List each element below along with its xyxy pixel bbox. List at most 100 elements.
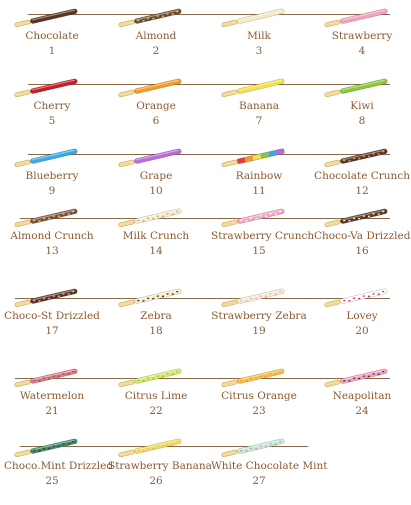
flavor-number: 19 — [252, 325, 266, 337]
flavor-number: 10 — [149, 185, 163, 197]
flavor-name: Almond — [135, 30, 177, 42]
flavor-name: Strawberry — [331, 30, 393, 42]
flavor-number: 22 — [149, 405, 163, 417]
flavor-name: Cherry — [33, 100, 71, 112]
flavor-number: 1 — [48, 45, 56, 57]
flavor-number: 24 — [355, 405, 369, 417]
pocky-stick-icon — [221, 288, 285, 308]
shelf-line — [15, 378, 390, 379]
flavor-name: Lovey — [346, 310, 378, 322]
flavor-name: Strawberry Banana — [108, 460, 212, 472]
flavor-number: 18 — [149, 325, 163, 337]
pocky-stick-icon — [14, 438, 78, 458]
pocky-stick-icon — [324, 8, 388, 28]
flavor-name: Rainbow — [235, 170, 283, 182]
flavor-number: 13 — [45, 245, 59, 257]
flavor-name: Strawberry Zebra — [211, 310, 307, 322]
pocky-stick-icon — [118, 368, 182, 388]
shelf-line — [20, 218, 390, 219]
flavor-item: Orange 6 — [108, 78, 204, 144]
flavor-item: Strawberry Crunch 15 — [211, 208, 315, 274]
pocky-stick-icon — [221, 208, 285, 228]
flavor-item: Choco.Mint Drizzled 25 — [4, 438, 113, 504]
pocky-stick-icon — [324, 288, 388, 308]
pocky-stick-icon — [14, 78, 78, 98]
flavor-number: 20 — [355, 325, 369, 337]
flavor-item: Chocolate 1 — [4, 8, 100, 74]
flavor-name: Zebra — [140, 310, 172, 322]
pocky-stick-icon — [324, 208, 388, 228]
flavor-item: Milk Crunch 14 — [108, 208, 204, 274]
pocky-stick-icon — [324, 78, 388, 98]
flavor-name: Almond Crunch — [10, 230, 94, 242]
flavor-name: Citrus Lime — [124, 390, 188, 402]
flavor-name: Milk — [247, 30, 271, 42]
pocky-stick-icon — [324, 148, 388, 168]
pocky-stick-icon — [118, 78, 182, 98]
pocky-stick-icon — [221, 8, 285, 28]
flavor-number: 23 — [252, 405, 266, 417]
flavor-item: Kiwi 8 — [314, 78, 410, 144]
flavor-number: 25 — [45, 475, 59, 487]
flavor-item: Choco-Va Drizzled 16 — [314, 208, 411, 274]
flavor-name: Banana — [238, 100, 280, 112]
flavor-number: 7 — [255, 115, 263, 127]
flavor-number: 8 — [358, 115, 366, 127]
pocky-stick-icon — [14, 8, 78, 28]
flavor-name: Choco-Va Drizzled — [314, 230, 411, 242]
pocky-stick-icon — [221, 438, 285, 458]
flavor-item: Milk 3 — [211, 8, 307, 74]
flavor-item: Banana 7 — [211, 78, 307, 144]
flavor-item: Blueberry 9 — [4, 148, 100, 214]
flavor-number: 2 — [152, 45, 160, 57]
pocky-stick-icon — [14, 368, 78, 388]
flavor-number: 21 — [45, 405, 59, 417]
flavor-number: 15 — [252, 245, 266, 257]
flavor-item: Citrus Orange 23 — [211, 368, 307, 434]
flavor-item: Citrus Lime 22 — [108, 368, 204, 434]
shelf-line — [28, 14, 390, 15]
pocky-stick-icon — [14, 148, 78, 168]
flavor-number: 11 — [252, 185, 266, 197]
pocky-stick-icon — [14, 208, 78, 228]
pocky-stick-icon — [118, 208, 182, 228]
flavor-item: Choco-St Drizzled 17 — [4, 288, 100, 354]
pocky-stick-icon — [118, 288, 182, 308]
flavor-number: 17 — [45, 325, 59, 337]
flavor-number: 9 — [48, 185, 56, 197]
pocky-stick-icon — [14, 288, 78, 308]
flavor-name: White Chocolate Mint — [211, 460, 328, 472]
flavor-number: 26 — [149, 475, 163, 487]
flavor-name: Citrus Orange — [221, 390, 297, 402]
flavor-item: White Chocolate Mint 27 — [211, 438, 328, 504]
flavor-item: Strawberry 4 — [314, 8, 410, 74]
shelf-line — [15, 298, 390, 299]
flavor-name: Grape — [139, 170, 173, 182]
flavor-name: Kiwi — [350, 100, 374, 112]
pocky-stick-icon — [118, 438, 182, 458]
flavor-item: Zebra 18 — [108, 288, 204, 354]
flavor-number: 14 — [149, 245, 163, 257]
flavor-item: Watermelon 21 — [4, 368, 100, 434]
shelf-line — [28, 154, 390, 155]
flavor-name: Milk Crunch — [122, 230, 190, 242]
pocky-stick-icon — [221, 368, 285, 388]
flavor-number: 3 — [255, 45, 263, 57]
flavor-name: Strawberry Crunch — [211, 230, 315, 242]
flavor-name: Neapolitan — [332, 390, 392, 402]
pocky-stick-icon — [118, 148, 182, 168]
flavor-number: 27 — [252, 475, 266, 487]
pocky-stick-icon — [221, 148, 285, 168]
flavor-item: Neapolitan 24 — [314, 368, 410, 434]
shelf-line — [28, 84, 390, 85]
flavor-item: Almond Crunch 13 — [4, 208, 100, 274]
flavor-item: Lovey 20 — [314, 288, 410, 354]
flavor-item: Strawberry Zebra 19 — [211, 288, 307, 354]
flavor-name: Choco-St Drizzled — [4, 310, 100, 322]
flavor-number: 4 — [358, 45, 366, 57]
flavor-name: Watermelon — [19, 390, 85, 402]
pocky-stick-icon — [221, 78, 285, 98]
flavor-item: Grape 10 — [108, 148, 204, 214]
pocky-stick-icon — [118, 8, 182, 28]
